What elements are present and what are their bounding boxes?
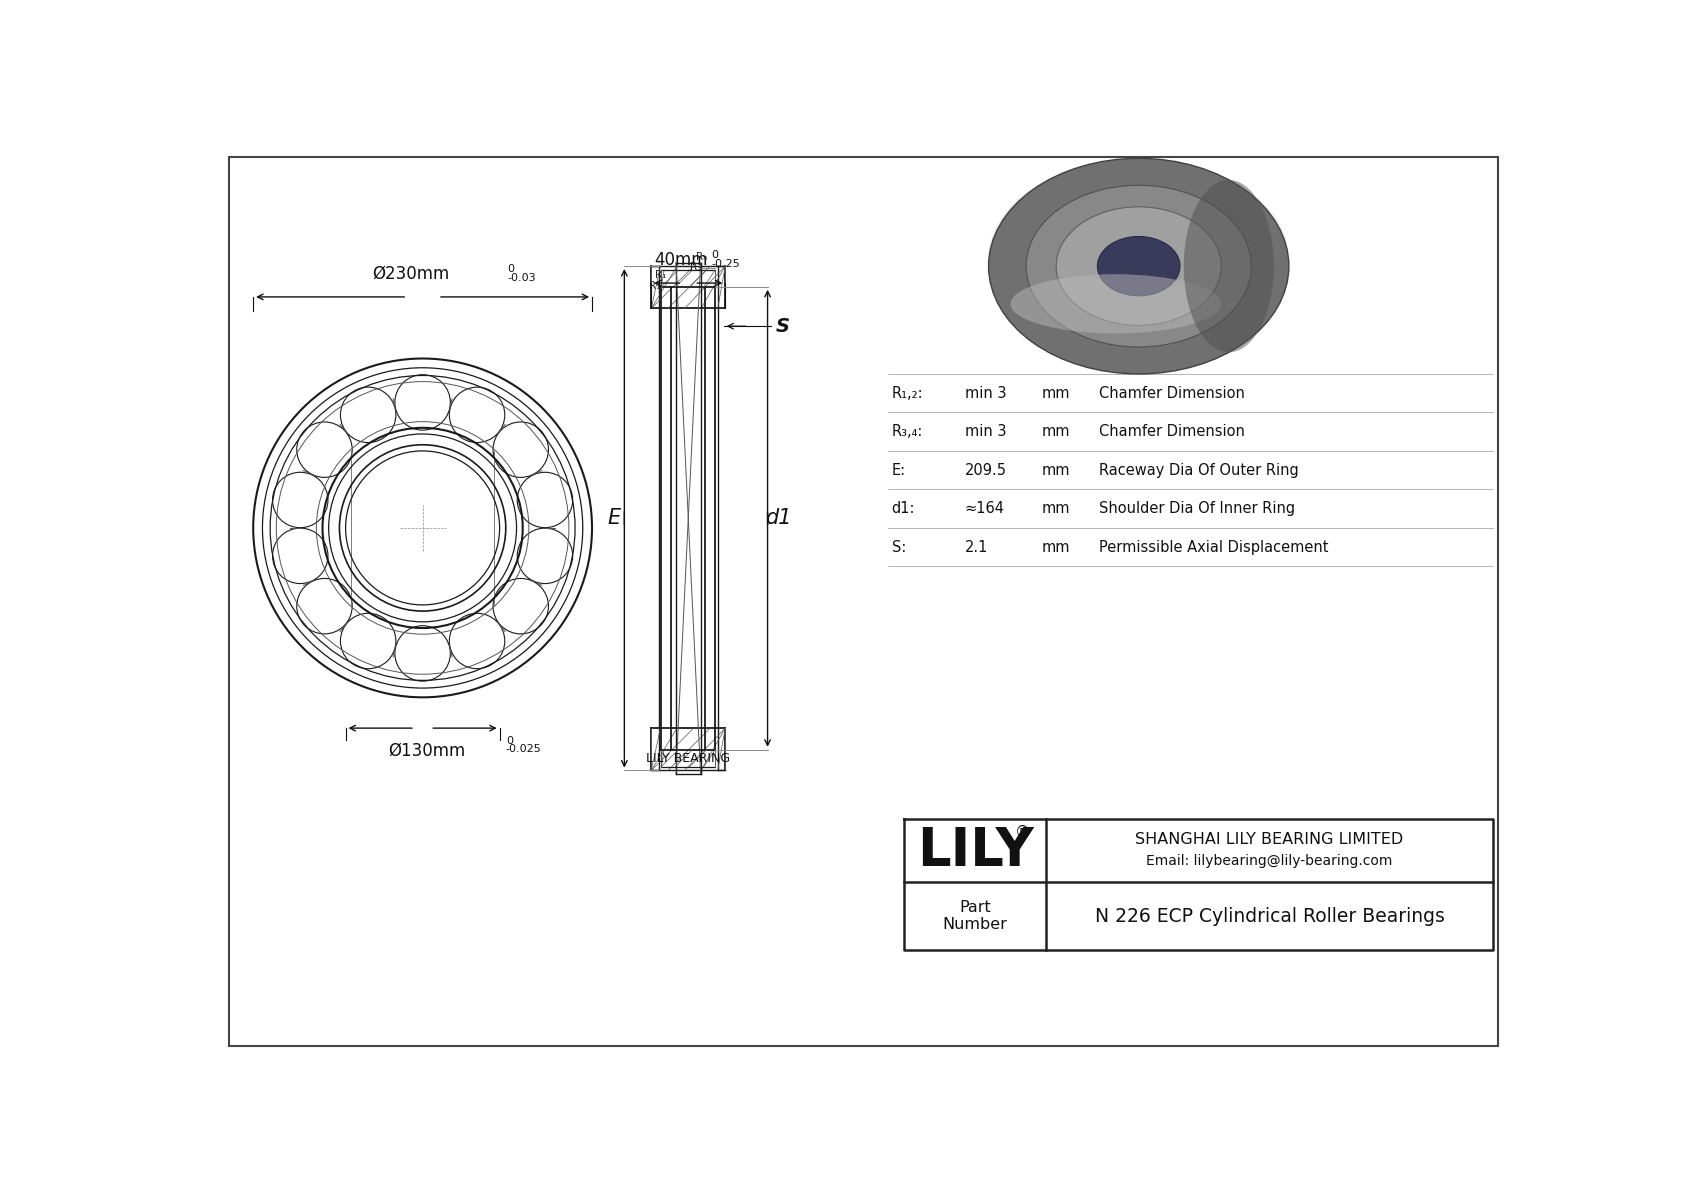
Ellipse shape <box>989 158 1288 374</box>
Text: S:: S: <box>891 540 906 555</box>
Text: Email: lilybearing@lily-bearing.com: Email: lilybearing@lily-bearing.com <box>1147 854 1393 868</box>
Text: mm: mm <box>1042 501 1071 516</box>
Ellipse shape <box>1184 180 1273 353</box>
Text: min 3: min 3 <box>965 386 1007 400</box>
Ellipse shape <box>1056 207 1221 325</box>
Text: -0.025: -0.025 <box>505 743 542 754</box>
Text: Chamfer Dimension: Chamfer Dimension <box>1100 424 1244 439</box>
Text: Ø230mm: Ø230mm <box>372 266 450 283</box>
Text: d1: d1 <box>765 509 791 529</box>
Text: E: E <box>606 509 620 529</box>
Text: 0: 0 <box>505 736 512 746</box>
Text: R₃: R₃ <box>690 262 701 272</box>
Text: 40mm: 40mm <box>653 251 707 269</box>
Text: 0: 0 <box>711 250 719 260</box>
Text: -0.03: -0.03 <box>507 273 536 283</box>
Text: LILY BEARING: LILY BEARING <box>647 753 731 766</box>
Text: 209.5: 209.5 <box>965 462 1007 478</box>
Text: Ø130mm: Ø130mm <box>387 742 465 760</box>
Ellipse shape <box>989 158 1288 358</box>
Text: R₁,₂:: R₁,₂: <box>891 386 923 400</box>
Text: ≈164: ≈164 <box>965 501 1005 516</box>
Text: mm: mm <box>1042 462 1071 478</box>
Ellipse shape <box>1010 274 1221 333</box>
Text: Part
Number: Part Number <box>943 899 1007 933</box>
Text: 0: 0 <box>507 264 514 274</box>
Ellipse shape <box>1026 186 1251 347</box>
Text: Raceway Dia Of Outer Ring: Raceway Dia Of Outer Ring <box>1100 462 1298 478</box>
Text: Shoulder Dia Of Inner Ring: Shoulder Dia Of Inner Ring <box>1100 501 1295 516</box>
Text: d1:: d1: <box>891 501 914 516</box>
Text: R₁: R₁ <box>655 270 667 280</box>
Text: ®: ® <box>1015 824 1031 840</box>
Text: E:: E: <box>891 462 906 478</box>
Text: N 226 ECP Cylindrical Roller Bearings: N 226 ECP Cylindrical Roller Bearings <box>1095 906 1445 925</box>
Text: LILY: LILY <box>916 824 1034 877</box>
Text: Permissible Axial Displacement: Permissible Axial Displacement <box>1100 540 1329 555</box>
Text: mm: mm <box>1042 424 1071 439</box>
Text: min 3: min 3 <box>965 424 1007 439</box>
Text: Chamfer Dimension: Chamfer Dimension <box>1100 386 1244 400</box>
Text: mm: mm <box>1042 386 1071 400</box>
Text: R₃,₄:: R₃,₄: <box>891 424 923 439</box>
Text: R₄: R₄ <box>695 252 707 262</box>
Text: R₁: R₁ <box>648 281 660 291</box>
Ellipse shape <box>1098 237 1180 295</box>
Text: S: S <box>775 317 790 336</box>
Text: mm: mm <box>1042 540 1071 555</box>
Text: 2.1: 2.1 <box>965 540 989 555</box>
Text: -0.25: -0.25 <box>711 260 739 269</box>
Text: SHANGHAI LILY BEARING LIMITED: SHANGHAI LILY BEARING LIMITED <box>1135 833 1404 847</box>
